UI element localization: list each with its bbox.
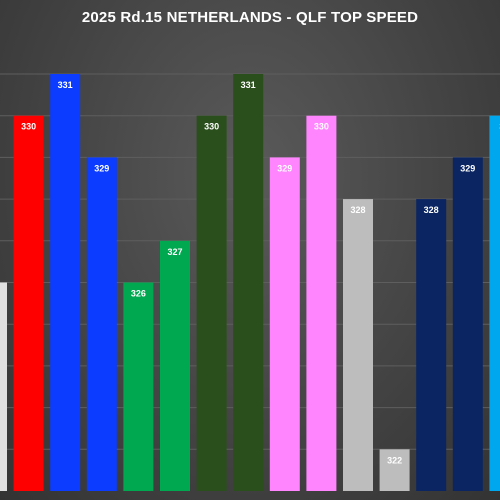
bar-value-label: 327 [167,247,182,257]
bar [343,199,373,491]
bar [233,74,264,491]
bar-value-label: 330 [204,122,219,132]
bar [269,157,300,491]
bar [123,282,154,491]
bar [0,282,7,491]
bar-value-label: 330 [314,122,329,132]
bar-value-label: 329 [94,163,109,173]
bar [452,157,483,491]
bar-value-label: 331 [241,80,256,90]
bars [0,74,500,491]
bar-value-label: 329 [277,163,292,173]
bar-value-label: 330 [21,122,36,132]
bar [489,115,500,491]
bar-value-label: 331 [58,80,73,90]
bar [13,115,44,491]
bar-value-label: 326 [131,289,146,299]
bar [50,74,81,491]
bar-value-label: 329 [460,163,475,173]
bar-value-label: 322 [387,455,402,465]
bar-value-label: 328 [424,205,439,215]
bar [160,240,190,491]
bar [416,199,447,491]
chart-title: 2025 Rd.15 NETHERLANDS - QLF TOP SPEED [81,9,419,26]
bar [196,115,227,491]
value-labels: 3303313293263273303313293303283223283293… [21,80,500,465]
bar-value-label: 328 [350,205,365,215]
bar [86,157,117,491]
bar [306,115,337,491]
bar [379,449,410,491]
